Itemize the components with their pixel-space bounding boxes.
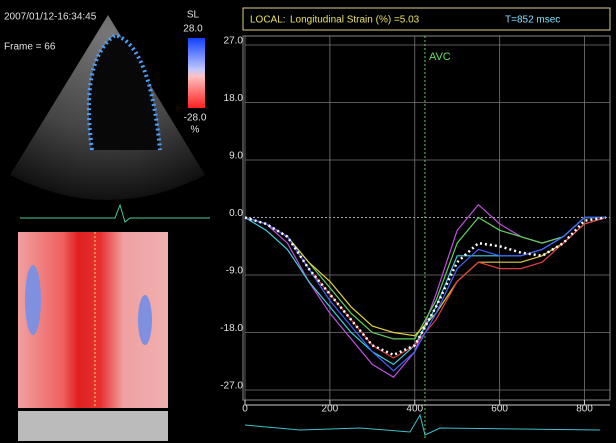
scale-name: SL (187, 10, 200, 21)
x-tick-label: 200 (322, 404, 339, 415)
header-measure: Longitudinal Strain (%) =5.03 (290, 15, 420, 26)
x-tick-label: 600 (491, 404, 508, 415)
timestamp: 2007/01/12-16:34:45 (4, 12, 97, 23)
strain-curve (245, 218, 606, 365)
header-label: LOCAL: (250, 15, 286, 26)
m-mode-region (138, 295, 152, 345)
y-tick-label: -18.0 (220, 323, 243, 334)
m-mode-region (25, 265, 41, 335)
y-tick-label: 0.0 (229, 208, 243, 219)
x-tick-label: 400 (406, 404, 423, 415)
strain-curve (245, 218, 606, 339)
ecg-trace (20, 205, 210, 222)
y-tick-label: 27.0 (224, 36, 244, 47)
header-time: T=852 msec (505, 15, 560, 26)
color-scale (188, 38, 205, 108)
y-tick-label: -9.0 (226, 266, 244, 277)
y-tick-label: -27.0 (220, 381, 243, 392)
scale-min: -28.0 (184, 113, 207, 124)
scale-max: 28.0 (183, 24, 203, 35)
x-tick-label: 800 (576, 404, 593, 415)
scale-unit: % (191, 125, 200, 136)
y-tick-label: 18.0 (224, 93, 244, 104)
annotation-label: AVC (429, 51, 451, 63)
strain-curve (245, 218, 606, 355)
plot-frame (243, 36, 610, 400)
strain-curve (245, 205, 606, 378)
y-tick-label: 9.0 (229, 151, 243, 162)
m-mode-strip (18, 411, 168, 441)
frame-label: Frame = 66 (4, 42, 56, 53)
x-tick-label: 0 (242, 404, 248, 415)
screen: 2007/01/12-16:34:45 Frame = 66 SL 28.0 -… (0, 0, 616, 443)
ecg-trace (245, 415, 600, 435)
